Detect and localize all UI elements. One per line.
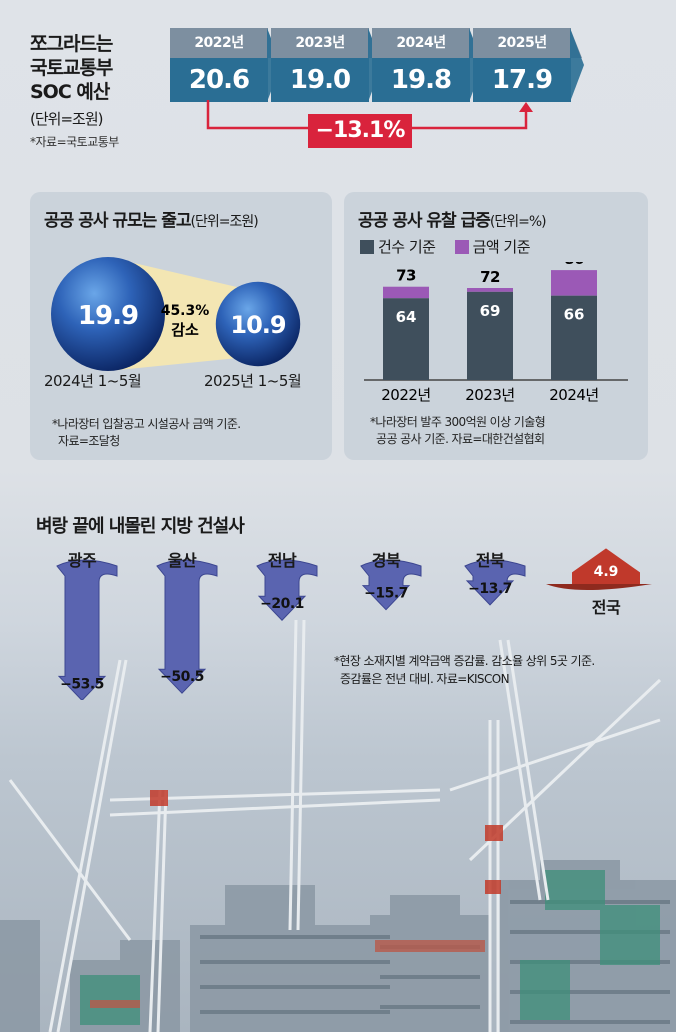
- region-arrow-down: [156, 559, 218, 694]
- failed-bids-title: 공공 공사 유찰 급증(단위=%): [358, 206, 547, 231]
- failed-bids-legend: 건수 기준 금액 기준: [360, 236, 544, 257]
- soc-year-box: 2022년 20.6: [170, 28, 268, 102]
- failed-bids-unit: (단위=%): [489, 214, 547, 230]
- public-scale-bubbles: 19.9 10.9 45.3% 감소: [51, 257, 301, 371]
- bar-count-label: 66: [564, 306, 585, 324]
- soc-year-label: 2025년: [473, 28, 571, 58]
- public-scale-note-line1: *나라장터 입찰공고 시설공사 금액 기준.: [52, 417, 241, 431]
- regional-note-line2: 증감률은 전년 대비. 자료=KISCON: [340, 672, 510, 686]
- region-label: 전국: [591, 598, 621, 617]
- public-scale-panel: 공공 공사 규모는 줄고(단위=조원) 19.9 10.9 45.3% 감소 2…: [30, 192, 332, 460]
- region-value-label: −20.1: [260, 596, 304, 612]
- soc-year-label: 2022년: [170, 28, 268, 58]
- regional-title: 벼랑 끝에 내몰린 지방 건설사: [36, 516, 245, 537]
- soc-year-value: 17.9: [473, 58, 571, 102]
- regional-chart: −53.5 −50.5 −20.1 −15.7 −13.7 4.9: [56, 548, 652, 700]
- soc-source: *자료=국토교통부: [30, 135, 119, 149]
- soc-year-value: 19.8: [372, 58, 470, 102]
- bubble-2025-value: 10.9: [230, 311, 286, 339]
- bar-amount: [551, 270, 597, 296]
- soc-title-line1: 쪼그라드는: [30, 33, 113, 55]
- soc-unit: (단위=조원): [30, 110, 103, 128]
- soc-year-arrow: [570, 28, 584, 102]
- soc-change-badge: −13.1%: [308, 114, 412, 148]
- region-label: 경북: [371, 551, 401, 570]
- region-arrow-down: [256, 559, 318, 621]
- legend-amount-label: 금액 기준: [472, 238, 531, 256]
- public-scale-title: 공공 공사 규모는 줄고(단위=조원): [44, 206, 259, 231]
- soc-year-box: 2024년 19.8: [372, 28, 470, 102]
- soc-year-label: 2024년: [372, 28, 470, 58]
- bar-amount-label: 86: [564, 262, 584, 268]
- failed-bids-note-line2: 공공 공사 기준. 자료=대한건설협회: [376, 432, 545, 446]
- soc-year-label: 2023년: [271, 28, 369, 58]
- bar-count: [551, 295, 597, 380]
- region-value-label: 4.9: [594, 564, 619, 580]
- regional-note: *현장 소재지별 계약금액 증감률. 감소율 상위 5곳 기준. 증감률은 전년…: [334, 652, 664, 688]
- legend-count-swatch: [360, 240, 374, 254]
- bar-count-label: 64: [396, 308, 417, 326]
- soc-year-value: 20.6: [170, 58, 268, 102]
- bubble-2024: [51, 257, 165, 371]
- bar-amount-label: 72: [480, 268, 500, 286]
- region-arrow-down: [56, 559, 118, 700]
- region-label: 울산: [167, 551, 197, 570]
- public-scale-unit: (단위=조원): [190, 214, 259, 230]
- soc-title-line3: SOC 예산: [30, 81, 110, 103]
- region-label: 광주: [67, 551, 97, 570]
- failed-bids-note: *나라장터 발주 300억원 이상 기술형 공공 공사 기준. 자료=대한건설협…: [370, 414, 546, 448]
- soc-year-value: 19.0: [271, 58, 369, 102]
- region-arrow-up: [550, 548, 650, 584]
- legend-amount-swatch: [454, 240, 469, 254]
- bubble-2025: [215, 281, 301, 367]
- bar-amount: [383, 286, 429, 299]
- region-arrow-down: [360, 559, 422, 611]
- bubble-2025-category: 2025년 1~5월: [204, 372, 302, 390]
- decrease-label: 감소: [171, 321, 199, 339]
- public-scale-title-text: 공공 공사 규모는 줄고: [44, 211, 192, 231]
- region-value-label: −15.7: [364, 586, 408, 602]
- region-label: 전남: [267, 551, 297, 570]
- soc-year-box: 2025년 17.9: [473, 28, 571, 102]
- public-scale-note: *나라장터 입찰공고 시설공사 금액 기준. 자료=조달청: [52, 416, 241, 450]
- failed-bids-title-text: 공공 공사 유찰 급증: [358, 211, 491, 231]
- decrease-pct: 45.3%: [161, 303, 210, 319]
- failed-bids-chart: 73 64 2022년 72 69 2023년 86 66 2024년: [364, 262, 628, 404]
- bar-amount-label: 73: [396, 267, 416, 285]
- failed-bids-note-line1: *나라장터 발주 300억원 이상 기술형: [370, 415, 546, 429]
- soc-title-line2: 국토교통부: [30, 57, 113, 79]
- region-arrow-down: [464, 559, 526, 606]
- bar-category-label: 2023년: [465, 386, 514, 404]
- bar-amount: [467, 288, 513, 292]
- bar-count-label: 69: [480, 302, 501, 320]
- legend-count-label: 건수 기준: [378, 238, 436, 256]
- bubble-2024-value: 19.9: [78, 301, 138, 331]
- region-value-label: −50.5: [160, 669, 204, 685]
- bubble-2024-category: 2024년 1~5월: [44, 372, 142, 390]
- soc-title: 쪼그라드는 국토교통부 SOC 예산: [30, 32, 170, 104]
- region-arrow-base: [546, 584, 652, 590]
- region-value-label: −13.7: [468, 581, 512, 597]
- legend-amount: 금액 기준: [454, 238, 531, 256]
- region-label: 전북: [475, 551, 505, 570]
- bar-count: [467, 291, 513, 380]
- regional-note-line1: *현장 소재지별 계약금액 증감률. 감소율 상위 5곳 기준.: [334, 654, 595, 668]
- legend-count: 건수 기준: [360, 238, 436, 256]
- public-scale-note-line2: 자료=조달청: [58, 434, 120, 448]
- region-value-label: −53.5: [60, 676, 104, 692]
- soc-year-box: 2023년 19.0: [271, 28, 369, 102]
- bar-category-label: 2024년: [549, 386, 598, 404]
- bar-count: [383, 298, 429, 380]
- failed-bids-panel: 공공 공사 유찰 급증(단위=%) 건수 기준 금액 기준 73 64 2022년 7…: [344, 192, 648, 460]
- bar-category-label: 2022년: [381, 386, 430, 404]
